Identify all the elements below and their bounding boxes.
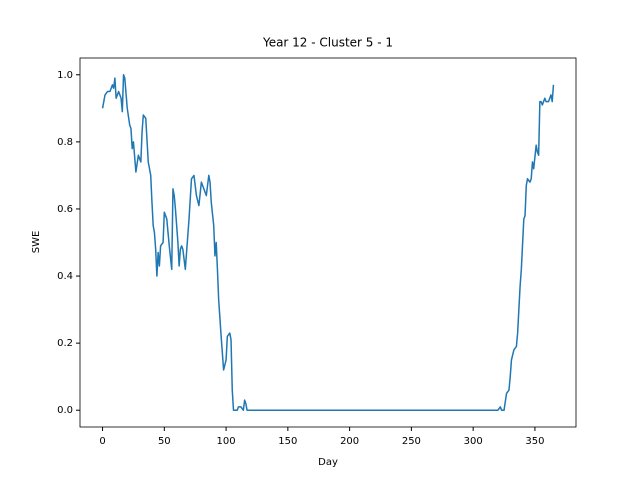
chart-title: Year 12 - Cluster 5 - 1 [262, 36, 393, 50]
y-tick-label: 0.4 [57, 271, 73, 282]
y-tick-label: 1.0 [57, 70, 73, 81]
y-tick-label: 0.8 [57, 137, 73, 148]
y-tick-label: 0.6 [57, 204, 73, 215]
x-tick-label: 250 [402, 436, 421, 447]
x-tick-label: 150 [278, 436, 297, 447]
x-axis-label: Day [318, 457, 338, 468]
x-tick-label: 200 [340, 436, 359, 447]
data-line [101, 74, 555, 411]
x-tick-label: 350 [525, 436, 544, 447]
x-tick-label: 0 [99, 436, 105, 447]
y-tick-label: 0.0 [57, 405, 73, 416]
x-tick-label: 300 [464, 436, 483, 447]
plot-frame [79, 57, 577, 428]
y-axis-label: SWE [31, 231, 42, 254]
y-tick-label: 0.2 [57, 338, 73, 349]
x-tick-label: 50 [158, 436, 171, 447]
x-tick-label: 100 [217, 436, 236, 447]
